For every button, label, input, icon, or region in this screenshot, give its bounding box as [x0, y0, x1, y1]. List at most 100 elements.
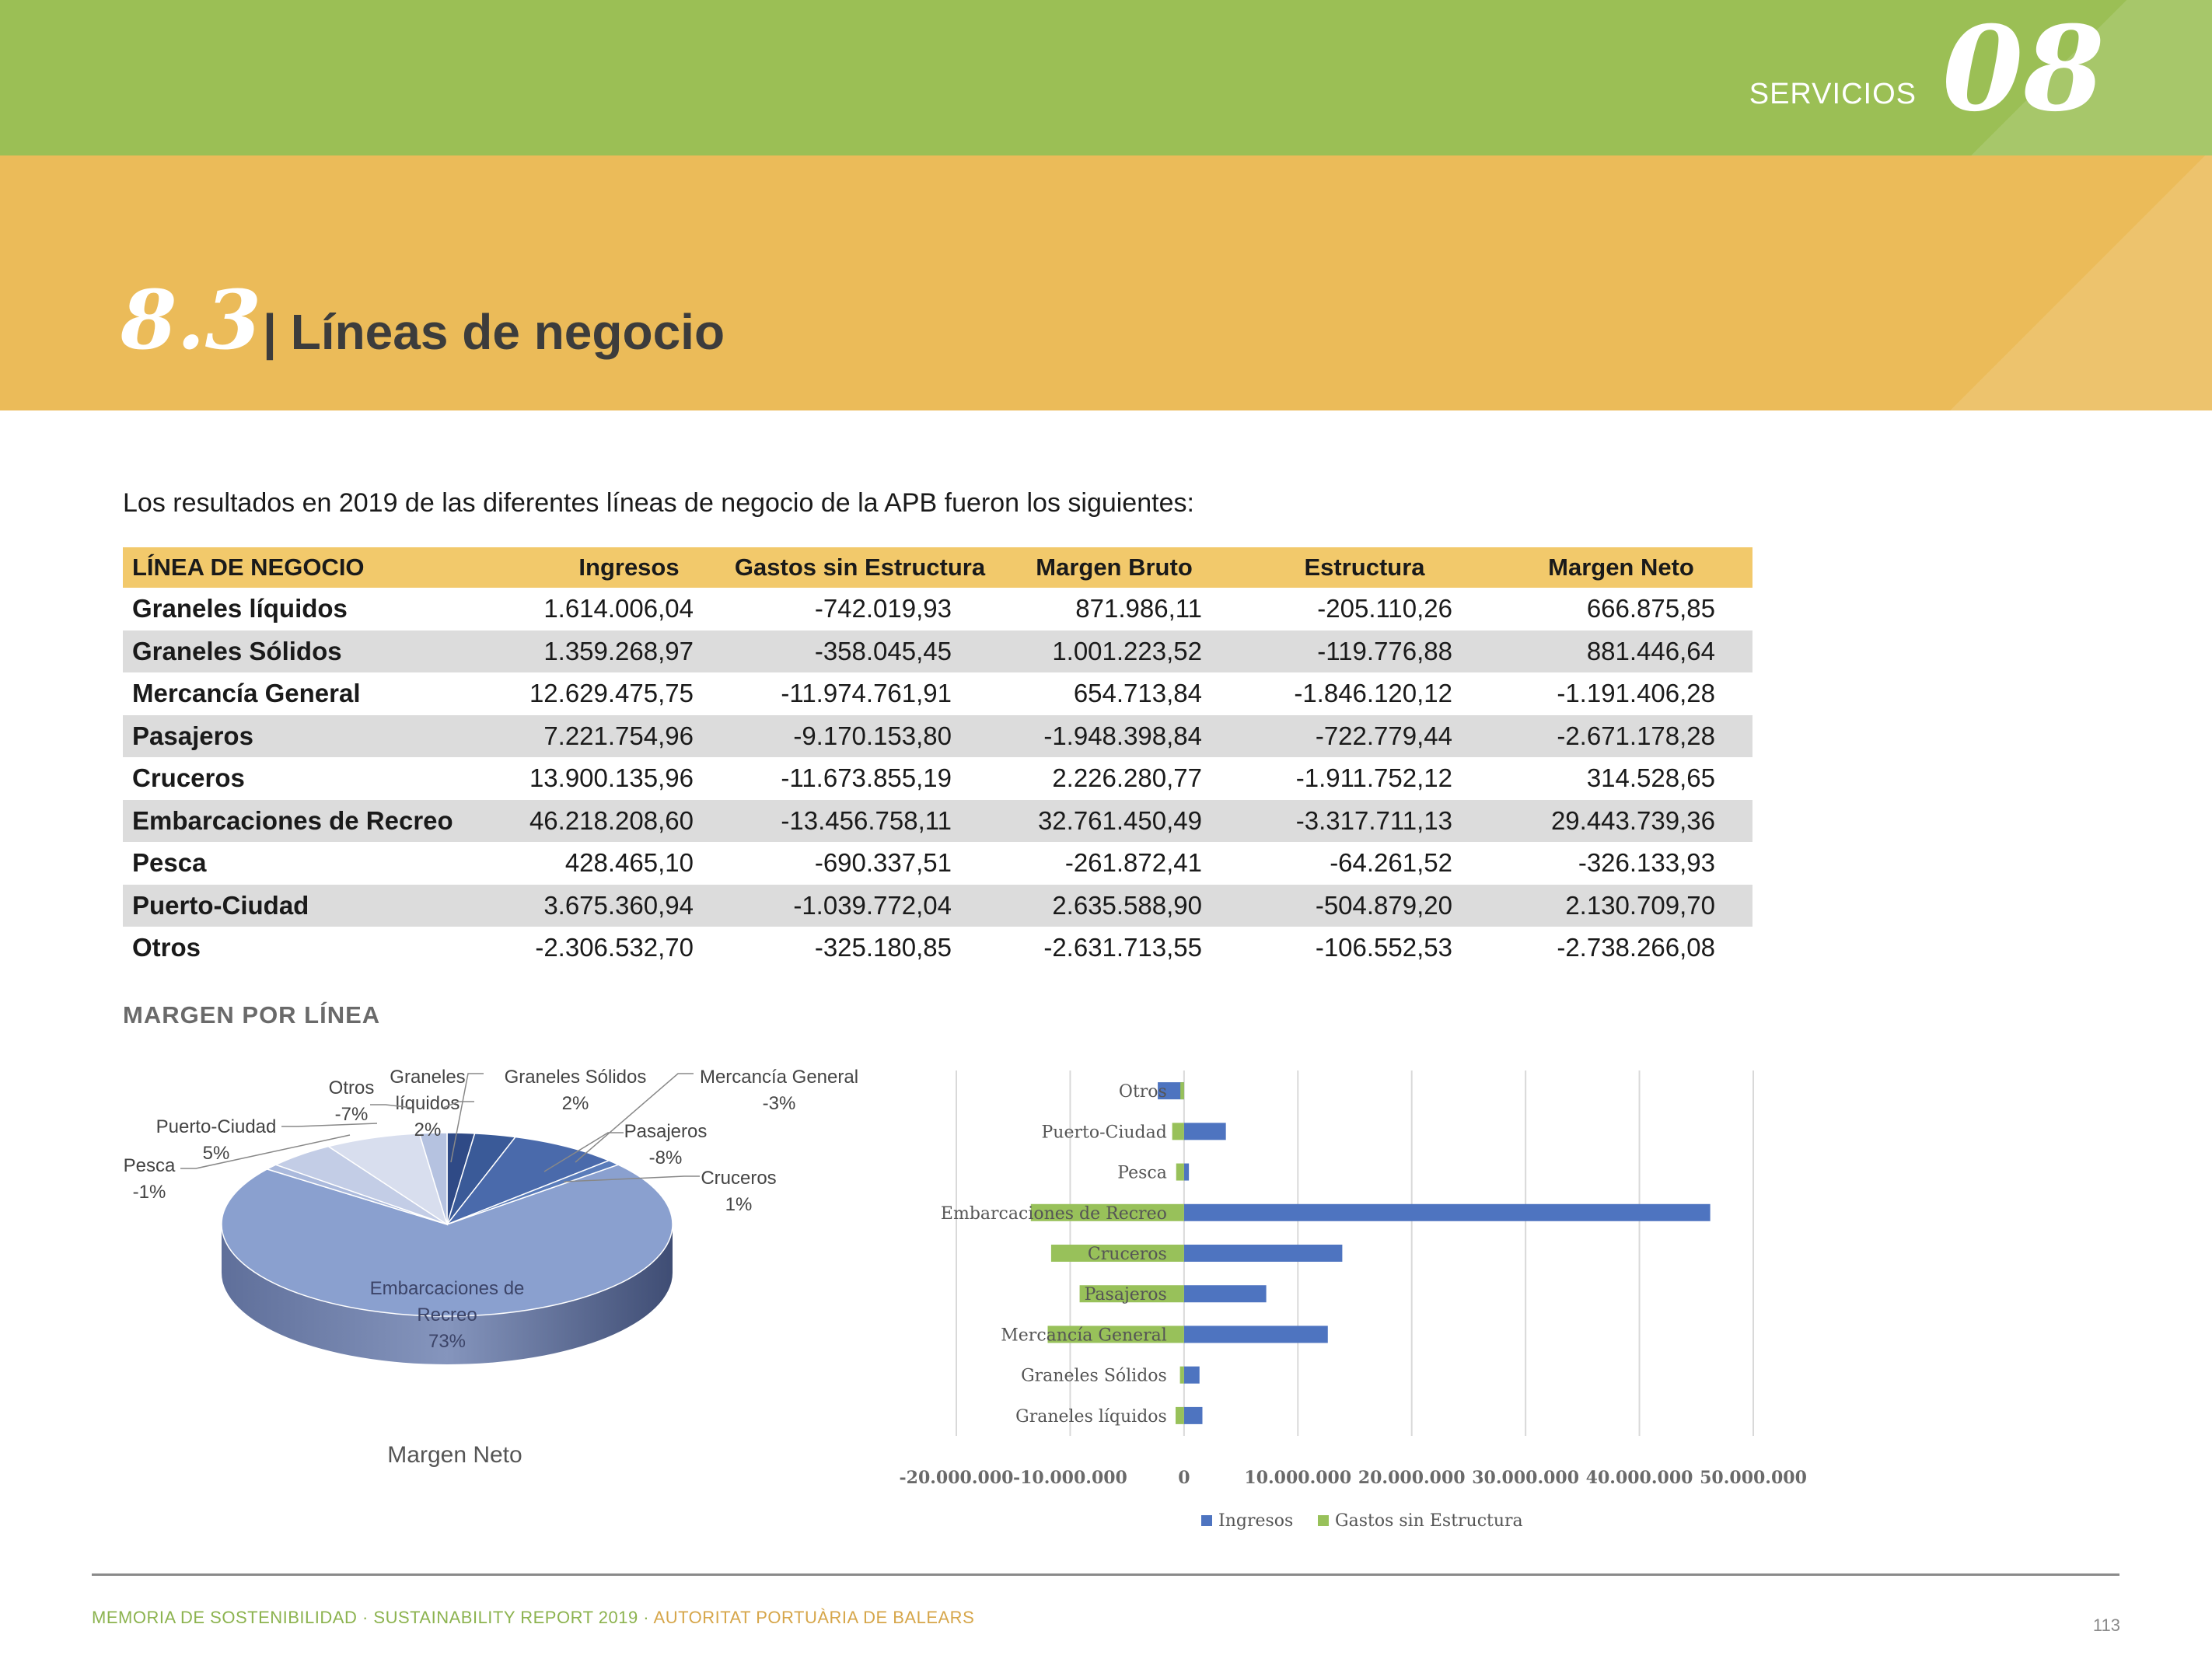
pie-leader-line [543, 1132, 624, 1172]
bar [1183, 1245, 1343, 1262]
pie-label: Graneles líquidos 2% [390, 1067, 465, 1140]
business-lines-table: LÍNEA DE NEGOCIO Ingresos Gastos sin Est… [123, 547, 1752, 969]
table-cell: -3.317.711,13 [1239, 799, 1490, 842]
category-label: Mercancía General [1001, 1325, 1167, 1345]
table-cell: 1.001.223,52 [989, 630, 1239, 672]
table-cell: -2.738.266,08 [1557, 933, 1715, 962]
bar [1183, 1325, 1328, 1343]
table-cell: -11.974.761,91 [781, 679, 952, 708]
table-cell: -326.133,93 [1578, 848, 1715, 878]
pie-label-text: Pesca [124, 1155, 176, 1176]
pie-label-text: -8% [649, 1147, 683, 1168]
bar [1172, 1123, 1184, 1140]
pie-label-text: Otros [329, 1077, 375, 1098]
table-row: Embarcaciones de Recreo 46.218.208,60 -1… [123, 799, 1752, 842]
legend-swatch [1201, 1515, 1212, 1526]
x-tick-label: 50.000.000 [1700, 1468, 1807, 1488]
bar [1183, 1203, 1711, 1221]
bar [1176, 1163, 1184, 1181]
col-header: Margen Bruto [989, 547, 1239, 588]
pie-leader-line [450, 1073, 484, 1163]
pie-label-text: Mercancía General [700, 1067, 858, 1088]
x-tick-label: 10.000.000 [1244, 1468, 1351, 1488]
table-cell: -1.846.120,12 [1294, 679, 1452, 708]
pie-label-text: Embarcaciones de [370, 1278, 525, 1299]
table-row: Pesca 428.465,10 -690.337,51 -261.872,41… [123, 842, 1752, 885]
pie-leader-line [563, 1175, 700, 1182]
legend-label: Gastos sin Estructura [1335, 1511, 1523, 1531]
bar [1183, 1285, 1267, 1303]
table-cell: -358.045,45 [731, 630, 989, 672]
table-row: Puerto-Ciudad 3.675.360,94 -1.039.772,04… [123, 884, 1752, 927]
chart-section-title: MARGEN POR LÍNEA [123, 1001, 381, 1029]
bar [1180, 1082, 1184, 1100]
pie-label: Graneles Sólidos 2% [505, 1067, 647, 1114]
pie-label-text: Puerto-Ciudad [156, 1116, 277, 1137]
table-cell: -722.779,44 [1239, 714, 1490, 757]
table-cell: -11.673.855,19 [781, 763, 952, 793]
x-tick-label: 20.000.000 [1358, 1468, 1466, 1488]
table-row: Otros -2.306.532,70 -325.180,85 -2.631.7… [123, 927, 1752, 969]
row-label: Mercancía General [132, 679, 361, 708]
category-label: Cruceros [1088, 1245, 1167, 1264]
pie-slice [221, 1164, 673, 1317]
bar [1175, 1406, 1184, 1424]
title-number: 8.3 [121, 272, 261, 368]
page-title: | Líneas de negocio [263, 304, 725, 360]
bar [1030, 1203, 1184, 1221]
pie-label-text: 5% [203, 1143, 230, 1164]
pie-label: Pasajeros -8% [624, 1121, 708, 1168]
col-header: LÍNEA DE NEGOCIO [123, 547, 527, 588]
pie-label-text: 73% [428, 1331, 466, 1352]
bar-chart: -20.000.000 -10.000.000 0 10.000.000 20.000.… [886, 1061, 1819, 1543]
table-cell: -106.552,53 [1315, 933, 1452, 962]
x-tick-label: 0 [1178, 1468, 1190, 1488]
table-cell: 29.443.739,36 [1490, 799, 1752, 842]
table-cell: -119.776,88 [1239, 630, 1490, 672]
row-label: Otros [132, 933, 201, 962]
category-label: Puerto-Ciudad [1041, 1123, 1166, 1142]
table-cell: 2.635.588,90 [989, 884, 1239, 927]
category-label: Pesca [1117, 1164, 1167, 1183]
pie-leader-line [180, 1134, 351, 1169]
row-label: Graneles líquidos [132, 594, 348, 623]
pie-label-text: 1% [725, 1194, 753, 1215]
footer: MEMORIA DE SOSTENIBILIDAD · SUSTAINABILI… [92, 1608, 974, 1628]
row-label: Puerto-Ciudad [123, 884, 527, 927]
bar [1158, 1082, 1184, 1100]
x-tick-label: 40.000.000 [1586, 1468, 1693, 1488]
table-cell: 3.675.360,94 [527, 884, 731, 927]
pie-label: Cruceros 1% [701, 1168, 776, 1215]
table-cell: -2.306.532,70 [535, 933, 694, 962]
table-cell: 871.986,11 [1075, 594, 1202, 623]
row-label: Pasajeros [123, 714, 527, 757]
intro-text: Los resultados en 2019 de las diferentes… [123, 488, 1194, 518]
x-tick-label: 30.000.000 [1472, 1468, 1579, 1488]
table-cell: 428.465,10 [564, 848, 694, 878]
title-band [0, 155, 2212, 410]
col-header: Ingresos [527, 547, 731, 588]
pie-chart: Graneles Sólidos 2% Mercancía General -3% Pa… [109, 1061, 886, 1481]
table-cell: -325.180,85 [814, 933, 952, 962]
table-cell: -2.631.713,55 [1043, 933, 1202, 962]
table-cell: 32.761.450,49 [989, 799, 1239, 842]
pie-label-text: Cruceros [701, 1168, 776, 1189]
row-label: Graneles Sólidos [123, 630, 527, 672]
table-row: Mercancía General 12.629.475,75 -11.974.… [123, 672, 1752, 715]
table-cell: -1.039.772,04 [731, 884, 989, 927]
pie-label: Pesca -1% [124, 1155, 176, 1203]
table-cell: -261.872,41 [1064, 848, 1202, 878]
table-row: Graneles Sólidos 1.359.268,97 -358.045,4… [123, 630, 1752, 672]
table-cell: 2.130.709,70 [1490, 884, 1752, 927]
x-tick-label: -10.000.000 [1013, 1468, 1127, 1488]
section-number: 08 [1942, 1, 2105, 138]
page-number: 113 [2092, 1615, 2120, 1635]
table-cell: -2.671.178,28 [1490, 714, 1752, 757]
col-header: Gastos sin Estructura [731, 547, 989, 588]
pie-leader-line [442, 1101, 474, 1109]
pie-title: Margen Neto [387, 1442, 522, 1468]
table-cell: 666.875,85 [1586, 594, 1715, 623]
pie-leader-line [370, 1104, 413, 1109]
bar [1179, 1366, 1184, 1384]
table-cell: -504.879,20 [1239, 884, 1490, 927]
